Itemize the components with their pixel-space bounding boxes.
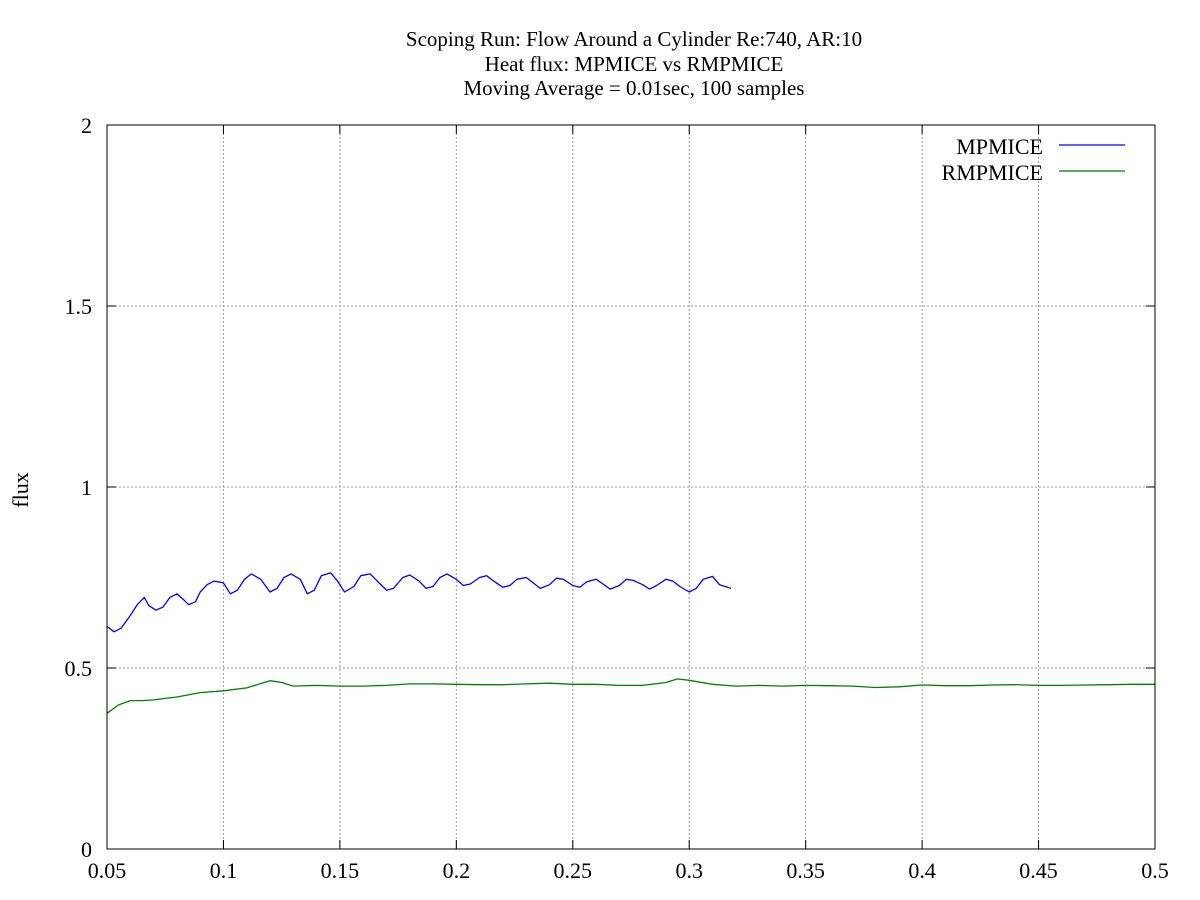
legend-label-mpmice: MPMICE <box>956 134 1043 159</box>
x-tick-label: 0.15 <box>321 858 360 883</box>
legend-label-rmpmice: RMPMICE <box>942 160 1043 185</box>
y-tick-label: 1.5 <box>65 294 93 319</box>
x-tick-label: 0.45 <box>1019 858 1058 883</box>
x-tick-label: 0.2 <box>443 858 471 883</box>
chart-title-line-2: Heat flux: MPMICE vs RMPMICE <box>485 52 784 76</box>
x-tick-labels: 0.05 0.1 0.15 0.2 0.25 0.3 0.35 0.4 0.45 0.5 <box>88 858 1169 883</box>
series-layer <box>106 572 1155 714</box>
series-line-rmpmice <box>106 678 1155 714</box>
x-tick-label: 0.05 <box>88 858 127 883</box>
y-tick-label: 2 <box>81 113 92 138</box>
axis-ticks <box>106 124 1156 850</box>
chart-title-line-1: Scoping Run: Flow Around a Cylinder Re:7… <box>406 27 862 51</box>
x-tick-label: 0.4 <box>908 858 936 883</box>
grid <box>107 125 1155 849</box>
y-tick-label: 0 <box>81 837 92 862</box>
x-tick-label: 0.35 <box>786 858 825 883</box>
y-tick-label: 1 <box>81 475 92 500</box>
x-tick-label: 0.1 <box>210 858 238 883</box>
x-tick-label: 0.5 <box>1141 858 1169 883</box>
chart-title-line-3: Moving Average = 0.01sec, 100 samples <box>464 76 805 100</box>
y-tick-labels: 0 0.5 1 1.5 2 <box>65 113 93 862</box>
x-tick-label: 0.25 <box>554 858 593 883</box>
y-axis-label: flux <box>8 472 33 507</box>
series-line-mpmice <box>106 572 732 633</box>
x-tick-label: 0.3 <box>675 858 703 883</box>
y-tick-label: 0.5 <box>65 656 93 681</box>
